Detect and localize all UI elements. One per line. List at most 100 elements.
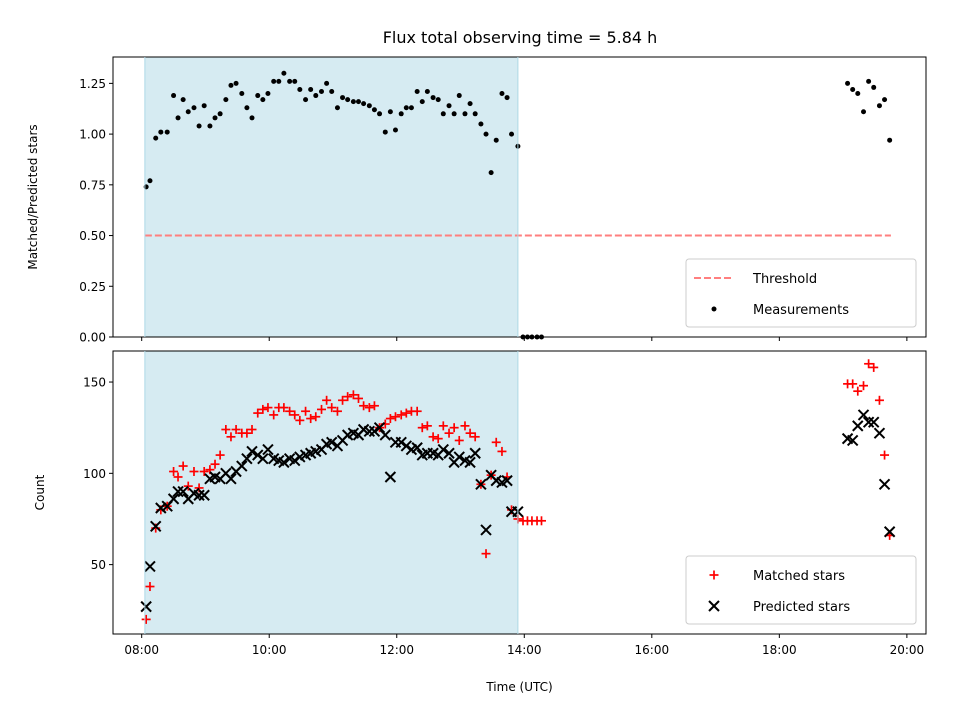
matched-star-marker (253, 408, 263, 418)
predicted-star-marker (198, 489, 210, 501)
top-panel: 0.00 0.25 0.50 0.75 1.00 1.25 Matched/Predict… (26, 56, 927, 345)
predicted-star-stroke-b (368, 425, 381, 438)
predicted-star-stroke-b (883, 526, 896, 538)
measurement-point (345, 97, 351, 103)
matched-star-marker (215, 450, 225, 460)
predicted-star-stroke-b (241, 453, 253, 465)
x-tick-label: 14:00 (507, 643, 542, 657)
predicted-star-marker (144, 560, 156, 573)
y-tick-label: 50 (91, 558, 106, 572)
measurement-point (287, 78, 293, 84)
measurement-point (435, 97, 441, 103)
y-tick-label: 1.25 (79, 77, 106, 91)
measurement-point (175, 115, 181, 121)
measurement-point (329, 88, 335, 94)
predicted-star-stroke-b (246, 445, 258, 458)
measurement-point (845, 80, 851, 86)
matched-star-marker (428, 432, 438, 442)
measurement-point (371, 107, 377, 113)
matched-star-marker (269, 410, 279, 420)
measurement-point (297, 86, 303, 92)
measurement-point (850, 86, 856, 92)
predicted-star-stroke-b (395, 436, 407, 448)
predicted-star-marker (172, 485, 184, 498)
x-tick-label: 18:00 (762, 643, 797, 657)
matched-star-marker (880, 450, 890, 460)
predicted-star-marker (443, 447, 455, 459)
matched-star-marker (481, 549, 491, 559)
measurement-point (866, 78, 872, 84)
matched-star-marker (141, 614, 151, 624)
top-y-axis-label: Matched/Predicted stars (26, 124, 40, 269)
matched-star-marker (327, 403, 337, 413)
matched-star-marker (290, 410, 300, 420)
measurement-point (446, 103, 452, 109)
matched-star-marker (279, 403, 289, 413)
measurement-point (207, 123, 213, 129)
top-x-axis-ticks (141, 337, 908, 341)
predicted-star-marker (368, 425, 381, 438)
predicted-star-stroke-b (873, 427, 886, 439)
measurement-point (217, 111, 223, 117)
bottom-legend: Matched stars Predicted stars (685, 555, 917, 625)
bottom-panel: 50 100 150 08:00 10:00 12:00 14:00 16:00 18:00 2… (33, 350, 927, 694)
measurement-point (233, 80, 239, 86)
bottom-x-axis-ticks: 08:00 10:00 12:00 14:00 16:00 18:00 20:00 (124, 634, 924, 657)
predicted-star-stroke-b (459, 454, 471, 467)
predicted-star-stroke-b (289, 454, 301, 467)
predicted-star-marker (480, 524, 492, 536)
measurement-point (408, 105, 414, 111)
measurement-point (244, 105, 250, 111)
predicted-star-marker (257, 453, 269, 465)
measurement-point (249, 115, 255, 121)
matched-star-marker (306, 414, 316, 424)
predicted-star-marker (140, 600, 152, 613)
predicted-star-stroke-b (846, 434, 859, 447)
measurement-point (366, 103, 372, 109)
predicted-star-stroke-b (347, 427, 360, 439)
predicted-star-marker (395, 436, 407, 448)
measurement-point (483, 131, 489, 137)
measurement-point (223, 97, 229, 103)
measurement-point (876, 103, 882, 109)
predicted-star-marker (878, 478, 891, 490)
predicted-star-stroke-b (464, 456, 476, 469)
predicted-star-stroke-b (283, 453, 296, 465)
matched-star-marker (359, 401, 369, 411)
measurement-point (456, 93, 462, 99)
bottom-x-axis-label: Time (UTC) (485, 680, 552, 694)
matched-star-marker (465, 428, 475, 438)
matched-star-marker (449, 423, 459, 433)
measurement-point (324, 80, 330, 86)
y-tick-label: 0.25 (79, 280, 106, 294)
matched-star-marker (412, 406, 422, 416)
measurement-point (855, 91, 861, 97)
predicted-star-marker (464, 456, 476, 469)
predicted-star-stroke-b (326, 436, 338, 448)
matched-star-marker (226, 432, 236, 442)
matched-star-marker (438, 421, 448, 431)
legend-predicted-swatch (708, 600, 720, 612)
matched-star-marker (401, 408, 411, 418)
measurement-point (164, 129, 170, 135)
matched-star-marker (470, 432, 480, 442)
measurement-point (212, 115, 218, 121)
measurement-point (440, 111, 446, 117)
measurement-point (493, 137, 499, 143)
matched-star-marker (145, 582, 155, 592)
predicted-star-marker (167, 493, 180, 505)
top-axes-frame (112, 56, 927, 338)
matched-star-marker (231, 425, 241, 435)
legend-predicted-stroke-b (708, 600, 720, 612)
predicted-star-marker (475, 478, 487, 490)
matched-star-marker (396, 410, 406, 420)
y-tick-label: 0.00 (79, 331, 106, 345)
predicted-star-stroke-b (188, 487, 200, 500)
measurement-point (398, 111, 404, 117)
matched-star-marker (497, 446, 507, 456)
matched-star-marker (348, 390, 358, 400)
matched-star-marker (221, 425, 231, 435)
measurement-point (153, 135, 159, 141)
matched-star-marker (385, 414, 395, 424)
y-tick-label: 100 (83, 467, 106, 481)
